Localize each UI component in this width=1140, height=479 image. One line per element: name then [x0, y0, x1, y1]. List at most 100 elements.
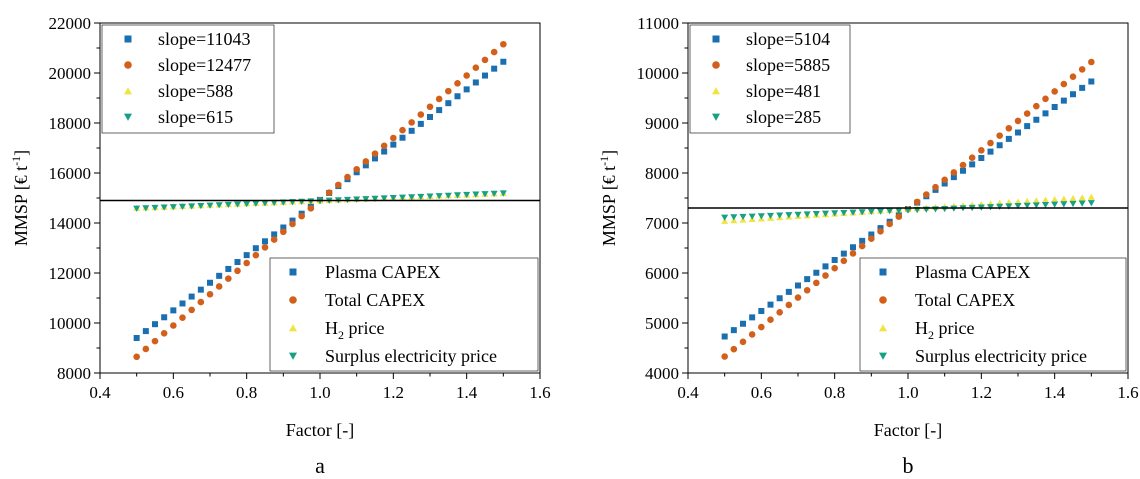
data-point	[1051, 104, 1058, 110]
data-point	[923, 191, 930, 198]
data-point	[941, 180, 948, 187]
data-point	[1060, 97, 1067, 104]
data-point	[426, 103, 434, 111]
y-tick-label: 10000	[49, 314, 92, 333]
data-point	[795, 282, 801, 289]
data-point	[813, 269, 820, 276]
series-legend-name: H	[325, 318, 338, 338]
data-point	[472, 64, 480, 71]
slope-legend-label: slope=615	[158, 107, 233, 127]
data-point	[776, 295, 783, 302]
data-point	[271, 231, 278, 238]
data-point	[427, 114, 433, 120]
data-point	[170, 307, 177, 314]
data-point	[1024, 123, 1031, 130]
y-tick-label: 4000	[645, 364, 679, 383]
series-legend-label: Total CAPEX	[325, 290, 425, 310]
data-point	[822, 263, 829, 270]
data-point	[1069, 200, 1077, 208]
data-point	[371, 150, 379, 157]
y-tick-label: 11000	[637, 14, 679, 33]
y-axis-title-main: MMSP [€ t	[599, 166, 619, 246]
data-point	[803, 286, 811, 294]
data-point	[444, 192, 452, 199]
slope-legend: slope=11043 slope=12477 slope=588 slope=615	[101, 24, 275, 134]
slope-legend-label: slope=11043	[158, 29, 250, 49]
data-point	[380, 195, 388, 202]
series-legend-marker	[879, 324, 887, 332]
y-tick-label: 10000	[637, 64, 680, 83]
data-point	[804, 276, 811, 283]
data-point	[435, 95, 443, 103]
series-legend-sub: 2	[928, 328, 934, 342]
data-point	[849, 250, 857, 257]
data-point	[445, 87, 452, 95]
data-point	[748, 213, 756, 220]
y-tick-label: 9000	[645, 114, 679, 133]
data-point	[142, 205, 150, 212]
data-point	[757, 213, 765, 220]
series-legend-label: H2 price	[325, 318, 384, 342]
y-tick-label: 8000	[645, 164, 679, 183]
data-point	[152, 321, 158, 328]
panel-label: a	[315, 453, 325, 478]
data-point	[904, 207, 912, 214]
data-point	[252, 200, 260, 207]
data-point	[371, 195, 379, 202]
data-point	[840, 257, 848, 265]
data-point	[161, 314, 168, 321]
data-point	[289, 220, 296, 228]
data-point	[426, 193, 434, 200]
data-point	[886, 220, 893, 228]
data-point	[959, 161, 967, 169]
x-axis-title: Factor [-]	[874, 420, 942, 440]
data-point	[877, 208, 884, 215]
data-point	[408, 194, 416, 201]
series-legend-name: H	[915, 318, 928, 338]
data-point	[1015, 129, 1021, 136]
data-point	[151, 204, 159, 212]
data-point	[133, 353, 140, 361]
data-point	[454, 93, 461, 100]
chart-panel-a: 0.4 0.6 0.8 1.0 1.2 1.4 1.6 8000 10000 12000 14000…	[9, 14, 551, 478]
series-legend-box	[269, 257, 539, 372]
data-point	[197, 286, 204, 293]
slope-legend-label: slope=5104	[746, 29, 830, 49]
data-point	[472, 191, 480, 198]
data-point	[289, 217, 296, 224]
data-point	[996, 203, 1004, 210]
data-point	[362, 162, 369, 169]
slope-legend-label: slope=12477	[158, 55, 251, 75]
series-legend-marker	[879, 296, 887, 304]
data-point	[499, 190, 507, 197]
data-point	[133, 335, 140, 341]
data-point	[1014, 203, 1022, 210]
data-point	[372, 155, 378, 162]
slope-legend-marker	[712, 35, 720, 43]
data-point	[1069, 73, 1077, 81]
data-point	[950, 174, 957, 181]
data-point	[748, 331, 756, 338]
data-point	[822, 272, 829, 279]
data-point	[344, 173, 351, 181]
x-tick-label: 0.4	[677, 383, 699, 402]
data-point	[859, 237, 866, 244]
chart-panel-b: 0.4 0.6 0.8 1.0 1.2 1.4 1.6 4000 5000 6000 7000 800…	[597, 14, 1139, 478]
series-legend-marker	[289, 296, 297, 304]
data-point	[1033, 116, 1040, 123]
data-point	[142, 345, 150, 353]
data-point	[996, 132, 1003, 139]
series-legend-name: Surplus electricity price	[325, 346, 497, 366]
data-point	[1005, 135, 1012, 142]
data-point	[224, 201, 232, 209]
x-tick-label: 1.2	[383, 383, 404, 402]
x-tick-label: 0.8	[236, 383, 257, 402]
y-axis-title-close: ]	[599, 150, 619, 156]
data-point	[1042, 110, 1049, 117]
data-point	[895, 213, 903, 220]
data-point	[721, 333, 728, 340]
data-point	[380, 142, 388, 150]
data-point	[280, 228, 287, 236]
data-point	[417, 120, 424, 127]
series-legend-marker	[289, 324, 297, 332]
